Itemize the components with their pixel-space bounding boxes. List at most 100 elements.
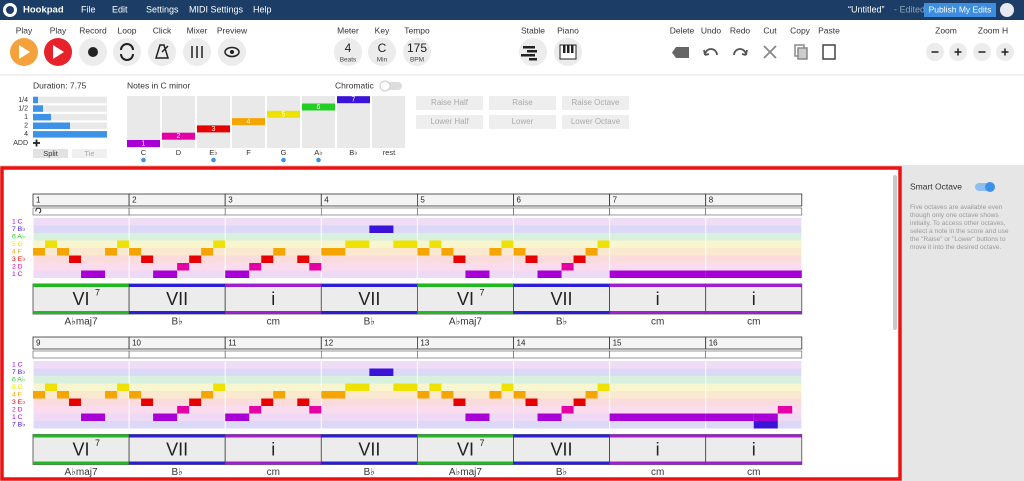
melody-note[interactable] xyxy=(189,398,202,407)
melody-note[interactable] xyxy=(753,413,778,422)
meter-button[interactable] xyxy=(334,38,362,66)
melody-note[interactable] xyxy=(441,391,454,399)
tempo-button[interactable] xyxy=(403,38,431,66)
melody-note[interactable] xyxy=(45,383,58,392)
melody-note[interactable] xyxy=(321,391,346,399)
melody-note[interactable] xyxy=(177,406,190,414)
melody-note[interactable] xyxy=(261,398,274,407)
melody-note[interactable] xyxy=(705,270,802,279)
chord-cell[interactable] xyxy=(609,434,707,465)
edit-button[interactable] xyxy=(489,115,556,129)
melody-note[interactable] xyxy=(417,391,430,399)
note-cell[interactable] xyxy=(337,96,370,148)
measure-header[interactable] xyxy=(705,193,803,207)
measure-header[interactable] xyxy=(32,193,130,207)
measure-header[interactable] xyxy=(513,336,610,350)
melody-note[interactable] xyxy=(57,248,70,256)
chord-cell[interactable] xyxy=(705,434,803,465)
melody-note[interactable] xyxy=(453,255,466,264)
melody-note[interactable] xyxy=(105,248,118,256)
melody-note[interactable] xyxy=(705,413,754,422)
melody-note[interactable] xyxy=(201,391,214,399)
chord-cell[interactable] xyxy=(32,283,130,315)
edit-button[interactable] xyxy=(489,96,556,110)
melody-note[interactable] xyxy=(81,413,106,422)
melody-note[interactable] xyxy=(417,248,430,256)
melody-note[interactable] xyxy=(501,383,514,392)
chord-cell[interactable] xyxy=(128,283,226,315)
melody-note[interactable] xyxy=(393,383,418,392)
melody-note[interactable] xyxy=(501,240,514,249)
melody-note[interactable] xyxy=(177,263,190,271)
measure-header[interactable] xyxy=(416,193,514,207)
melody-note[interactable] xyxy=(309,263,322,271)
melody-note[interactable] xyxy=(597,383,610,392)
melody-note[interactable] xyxy=(309,406,322,414)
melody-note[interactable] xyxy=(573,398,586,407)
melody-note[interactable] xyxy=(153,413,178,422)
measure-header[interactable] xyxy=(513,193,610,207)
melody-note[interactable] xyxy=(249,263,262,271)
melody-note[interactable] xyxy=(561,406,574,414)
melody-note[interactable] xyxy=(525,255,538,264)
edit-button[interactable] xyxy=(562,96,629,110)
chord-cell[interactable] xyxy=(128,434,226,465)
key-button[interactable] xyxy=(368,38,396,66)
melody-note[interactable] xyxy=(105,391,118,399)
melody-note[interactable] xyxy=(393,240,418,249)
duration-track[interactable] xyxy=(33,96,107,104)
melody-note[interactable] xyxy=(69,398,82,407)
melody-note[interactable] xyxy=(213,240,226,249)
measure-header[interactable] xyxy=(609,193,707,207)
measure-header[interactable] xyxy=(128,336,226,350)
melody-note[interactable] xyxy=(597,240,610,249)
melody-note[interactable] xyxy=(297,398,310,407)
melody-note[interactable] xyxy=(273,248,286,256)
melody-note[interactable] xyxy=(489,248,502,256)
melody-note[interactable] xyxy=(537,270,562,279)
measure-header[interactable] xyxy=(705,336,803,350)
melody-note[interactable] xyxy=(585,248,598,256)
melody-note[interactable] xyxy=(369,225,394,234)
melody-note[interactable] xyxy=(465,413,490,422)
melody-note[interactable] xyxy=(609,413,706,422)
duration-button[interactable] xyxy=(72,149,107,158)
melody-note[interactable] xyxy=(513,391,526,399)
melody-note[interactable] xyxy=(429,240,442,249)
chord-cell[interactable] xyxy=(513,434,610,465)
melody-note[interactable] xyxy=(117,240,130,249)
melody-note[interactable] xyxy=(321,248,346,256)
edit-button[interactable] xyxy=(416,115,483,129)
melody-note[interactable] xyxy=(225,270,250,279)
melody-note[interactable] xyxy=(441,248,454,256)
note-cell[interactable] xyxy=(267,96,300,148)
edit-button[interactable] xyxy=(562,115,629,129)
measure-header[interactable] xyxy=(416,336,514,350)
melody-note[interactable] xyxy=(561,263,574,271)
chord-cell[interactable] xyxy=(32,434,130,465)
melody-note[interactable] xyxy=(369,368,394,377)
melody-note[interactable] xyxy=(201,248,214,256)
melody-note[interactable] xyxy=(573,255,586,264)
melody-note[interactable] xyxy=(249,406,262,414)
duration-track[interactable] xyxy=(33,113,107,121)
melody-note[interactable] xyxy=(129,391,142,399)
melody-note[interactable] xyxy=(45,240,58,249)
measure-header[interactable] xyxy=(224,336,322,350)
melody-note[interactable] xyxy=(273,391,286,399)
note-cell[interactable] xyxy=(127,96,160,148)
melody-note[interactable] xyxy=(225,413,250,422)
melody-note[interactable] xyxy=(141,255,154,264)
duration-track[interactable] xyxy=(33,105,107,112)
duration-button[interactable] xyxy=(33,149,68,158)
melody-note[interactable] xyxy=(189,255,202,264)
measure-header[interactable] xyxy=(609,336,707,350)
melody-note[interactable] xyxy=(465,270,490,279)
note-cell[interactable] xyxy=(197,96,230,148)
melody-note[interactable] xyxy=(525,398,538,407)
melody-note[interactable] xyxy=(489,391,502,399)
melody-note[interactable] xyxy=(609,270,706,279)
note-cell[interactable] xyxy=(372,96,405,148)
chord-cell[interactable] xyxy=(416,434,514,465)
measure-header[interactable] xyxy=(320,336,418,350)
